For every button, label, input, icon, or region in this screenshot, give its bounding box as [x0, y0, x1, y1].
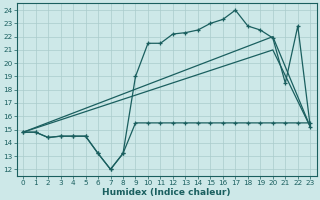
X-axis label: Humidex (Indice chaleur): Humidex (Indice chaleur): [102, 188, 231, 197]
